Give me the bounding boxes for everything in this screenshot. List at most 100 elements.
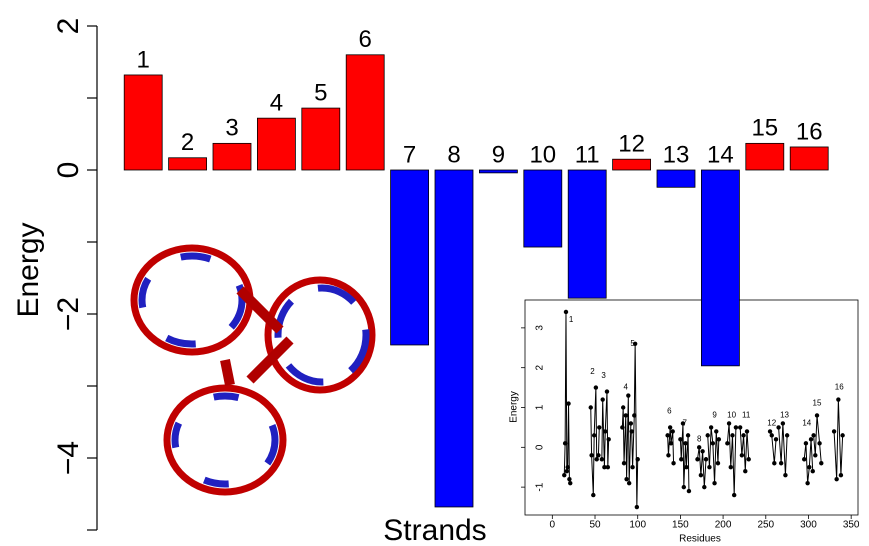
data-point (606, 437, 611, 442)
annotation: 9 (712, 411, 717, 420)
annotation: 7 (682, 419, 687, 428)
data-point (776, 425, 781, 430)
annotation: 3 (601, 371, 606, 380)
annotation: 14 (802, 419, 811, 428)
category-label: 4 (270, 90, 283, 117)
data-point (589, 453, 594, 458)
data-point (808, 437, 814, 442)
bar (523, 169, 563, 248)
data-point (679, 457, 684, 462)
bar (478, 169, 518, 174)
annotation: 13 (780, 411, 789, 420)
data-point (714, 429, 719, 434)
inset-y-axis-title: Energy (509, 391, 520, 423)
data-point (635, 457, 640, 462)
bar (434, 169, 474, 508)
category-label: 2 (181, 129, 194, 156)
x-tick-label: 250 (757, 520, 774, 531)
data-point (708, 425, 714, 430)
data-point (707, 465, 712, 470)
y-tick-label: -1 (535, 482, 546, 491)
data-point (624, 476, 629, 482)
data-point (725, 441, 730, 446)
data-point (805, 480, 810, 486)
data-point (783, 472, 788, 478)
data-point (696, 445, 702, 450)
data-point (588, 405, 593, 410)
category-label: 16 (796, 118, 823, 145)
category-label: 8 (447, 141, 460, 168)
y-tick-label: 1 (535, 404, 546, 410)
y-axis-title: Energy (12, 222, 45, 317)
annotation: 16 (835, 383, 844, 392)
data-point (773, 437, 779, 442)
category-label: 11 (575, 141, 600, 168)
bar (612, 158, 651, 171)
bar (168, 157, 208, 171)
data-point (597, 425, 602, 430)
data-point (712, 480, 717, 486)
data-point (621, 461, 627, 466)
category-label: 3 (225, 115, 238, 142)
category-label: 10 (529, 141, 556, 168)
data-point (564, 469, 570, 474)
annotation: 6 (667, 407, 672, 416)
category-label: 15 (751, 115, 778, 142)
bar (390, 169, 430, 346)
annotation: 4 (624, 383, 629, 392)
category-label: 14 (707, 141, 734, 168)
bar (745, 142, 785, 171)
data-point (605, 465, 611, 470)
data-point (626, 393, 631, 398)
data-point (665, 433, 670, 438)
x-tick-label: 0 (550, 520, 556, 531)
data-point (623, 413, 628, 418)
annotation: 10 (727, 411, 736, 420)
data-point (817, 441, 822, 446)
x-tick-label: 100 (629, 520, 646, 531)
data-point (741, 433, 746, 438)
annotation: 8 (697, 434, 702, 443)
data-point (831, 429, 837, 434)
data-point (629, 429, 634, 434)
y-tick-label: 2 (535, 364, 546, 370)
data-point (772, 461, 777, 466)
data-point (562, 472, 567, 478)
category-label: 7 (403, 141, 416, 168)
inset-frame (524, 299, 859, 516)
data-point (563, 309, 569, 315)
data-point (628, 421, 634, 426)
annotation: 5 (630, 339, 635, 348)
data-point (716, 437, 722, 442)
data-point (591, 492, 596, 498)
data-point (715, 461, 721, 466)
data-point (593, 385, 599, 390)
data-point (780, 421, 786, 426)
data-point (728, 465, 733, 470)
y-tick-label: 3 (535, 325, 546, 331)
data-point (562, 441, 568, 446)
y-tick-label: 0 (52, 162, 85, 179)
data-point (596, 453, 601, 458)
data-point (840, 433, 845, 438)
data-point (604, 389, 610, 394)
data-point (634, 504, 640, 510)
y-tick-label: −4 (52, 441, 85, 475)
annotation: 12 (767, 419, 776, 428)
data-point (630, 465, 635, 470)
data-point (834, 476, 839, 482)
data-point (698, 472, 704, 478)
data-point (737, 425, 743, 430)
y-tick-label: −2 (52, 297, 85, 331)
data-point (668, 441, 674, 446)
category-label: 12 (618, 131, 645, 158)
data-point (620, 405, 626, 410)
bar (212, 142, 252, 171)
inset-x-axis-title: Residues (679, 534, 721, 545)
data-point (683, 441, 688, 446)
data-point (819, 461, 824, 466)
data-point (746, 457, 751, 462)
bar (256, 117, 296, 171)
x-tick-label: 200 (715, 520, 732, 531)
data-point (626, 480, 632, 486)
